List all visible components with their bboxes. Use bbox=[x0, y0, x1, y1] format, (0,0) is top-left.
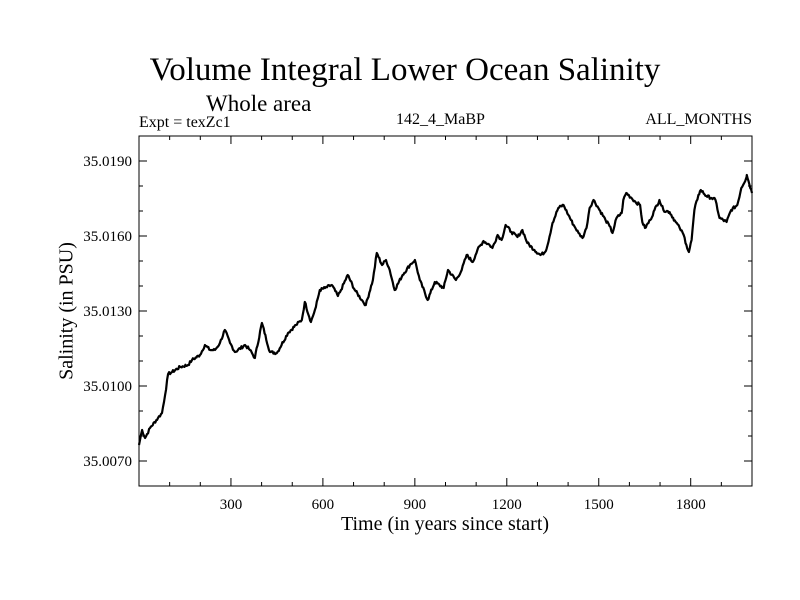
y-tick-label: 35.0160 bbox=[83, 229, 132, 245]
y-tick-label: 35.0190 bbox=[83, 154, 132, 170]
y-tick-label: 35.0070 bbox=[83, 454, 132, 470]
x-axis-label: Time (in years since start) bbox=[340, 513, 550, 535]
run-label: 142_4_MaBP bbox=[396, 111, 485, 128]
experiment-label: Expt = texZc1 bbox=[139, 114, 231, 131]
x-tick-label: 900 bbox=[404, 497, 427, 513]
x-tick-label: 1800 bbox=[676, 497, 706, 513]
y-tick-label: 35.0130 bbox=[83, 304, 132, 320]
x-tick-label: 1200 bbox=[492, 497, 522, 513]
tick-labels: 300 600 900 1200 1500 1800 35.0070 35.0100 35.01… bbox=[83, 154, 705, 513]
y-tick-label: 35.0100 bbox=[83, 379, 132, 395]
months-label: ALL_MONTHS bbox=[645, 111, 752, 128]
x-tick-label: 600 bbox=[312, 497, 335, 513]
chart-title: Volume Integral Lower Ocean Salinity bbox=[149, 52, 661, 88]
chart-subtitle: Whole area bbox=[206, 91, 312, 116]
x-tick-label: 300 bbox=[220, 497, 243, 513]
x-tick-label: 1500 bbox=[584, 497, 614, 513]
axis-ticks bbox=[139, 136, 752, 486]
salinity-series-line bbox=[137, 173, 754, 446]
plot-frame bbox=[138, 135, 753, 487]
